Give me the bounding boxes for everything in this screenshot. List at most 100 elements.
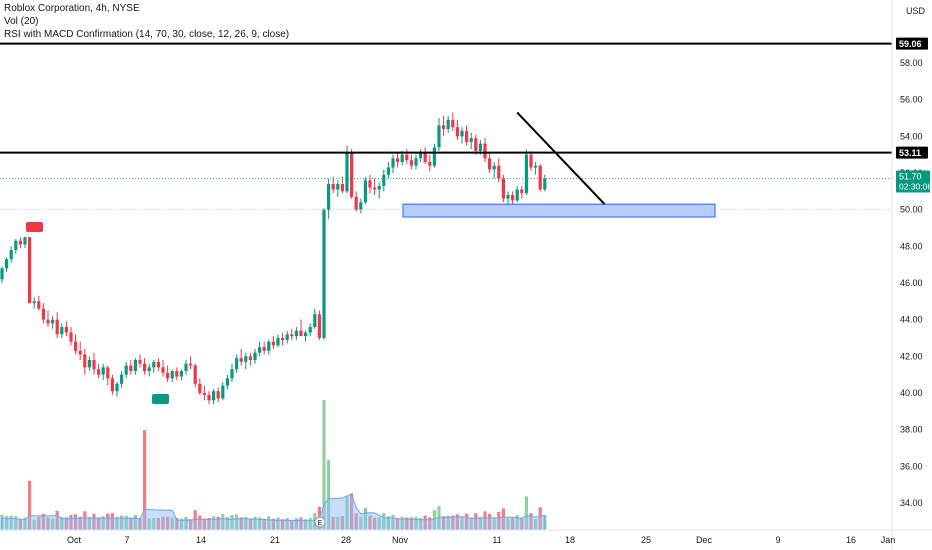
candle-body — [253, 352, 257, 360]
candle-body — [14, 240, 18, 250]
candle-body — [276, 338, 280, 346]
candle-body — [520, 189, 524, 194]
candle-body — [244, 356, 248, 362]
candle-body — [474, 138, 478, 151]
chart-title: Roblox Corporation, 4h, NYSE — [4, 3, 140, 14]
candle-body — [97, 369, 101, 375]
candle-body — [175, 371, 179, 377]
candle-body — [363, 180, 367, 203]
candle-body — [414, 158, 418, 166]
candle-body — [74, 341, 78, 351]
candle-body — [501, 178, 505, 199]
buy-signal-badge — [152, 394, 169, 404]
time-tick-label: 7 — [124, 535, 129, 545]
earnings-marker-label: E — [318, 520, 323, 527]
level-high-tag — [896, 37, 928, 50]
time-tick-label: Dec — [696, 535, 713, 545]
candle-body — [281, 338, 285, 340]
candle-body — [446, 119, 450, 129]
candle-body — [262, 347, 266, 351]
candle-body — [465, 130, 469, 142]
time-tick-label: Nov — [392, 535, 409, 545]
candle-body — [419, 152, 423, 159]
candle-body — [538, 165, 542, 190]
candle-body — [41, 308, 45, 320]
candle-body — [377, 185, 381, 190]
candle-body — [317, 314, 321, 338]
candle-body — [469, 138, 473, 142]
candle-body — [198, 383, 202, 393]
candle-body — [350, 152, 354, 197]
support-zone[interactable] — [402, 203, 716, 218]
candle-body — [405, 154, 409, 161]
candle-body — [110, 378, 114, 392]
time-tick-label: 25 — [641, 535, 651, 545]
candle-body — [18, 240, 22, 245]
candle-body — [64, 327, 68, 333]
candle-body — [133, 360, 137, 371]
candle-body — [336, 184, 340, 190]
volume-bar — [28, 480, 32, 530]
candle-body — [313, 314, 317, 327]
volume-bar — [143, 430, 147, 530]
candle-body — [92, 360, 96, 370]
candle-body — [170, 371, 174, 379]
candle-body — [156, 361, 160, 368]
candle-body — [451, 119, 455, 128]
candle-body — [524, 154, 528, 194]
candle-body — [179, 371, 183, 377]
candle-body — [46, 319, 50, 324]
price-tick-label: 58.00 — [900, 58, 923, 68]
candle-body — [354, 196, 358, 210]
candle-body — [225, 378, 229, 386]
candle-body — [327, 184, 331, 210]
candle-body — [78, 350, 82, 355]
price-tick-label: 36.00 — [900, 461, 923, 471]
candle-body — [455, 127, 459, 137]
candle-body — [51, 319, 55, 324]
candle-body — [483, 143, 487, 159]
last-price-label: 51.70 — [899, 172, 922, 182]
last-price-tag — [896, 170, 930, 193]
candle-body — [248, 356, 252, 360]
candle-body — [488, 158, 492, 170]
candle-body — [331, 184, 335, 190]
trendline[interactable] — [516, 111, 606, 205]
time-tick-label: 14 — [196, 535, 206, 545]
time-tick-label: 11 — [492, 535, 501, 545]
time-tick-label: 9 — [775, 535, 780, 545]
candle-body — [437, 125, 441, 148]
candle-body — [382, 174, 386, 186]
candle-body — [285, 334, 289, 340]
volume-bar — [322, 400, 326, 530]
candle-body — [506, 195, 510, 199]
candle-body — [60, 327, 64, 335]
sell-signal-badge — [26, 222, 43, 232]
candle-body — [9, 250, 13, 260]
candle-body — [534, 165, 538, 168]
candle-body — [497, 165, 501, 179]
price-tick-label: 48.00 — [900, 241, 923, 251]
candle-body — [152, 361, 156, 368]
candle-body — [308, 327, 312, 333]
price-tick-label: 40.00 — [900, 388, 923, 398]
earnings-marker[interactable] — [314, 516, 326, 528]
currency-label: USD — [906, 6, 926, 16]
bar-countdown-label: 02:30:06 — [899, 182, 932, 192]
candle-body — [515, 189, 519, 201]
candle-body — [129, 365, 133, 371]
price-tick-label: 56.00 — [900, 95, 923, 105]
price-tick-label: 46.00 — [900, 278, 923, 288]
indicator-legend: RSI with MACD Confirmation (14, 70, 30, … — [4, 29, 290, 40]
candle-body — [432, 147, 436, 166]
price-tick-label: 54.00 — [900, 131, 923, 141]
candle-body — [409, 160, 413, 166]
candle-body — [0, 268, 4, 280]
candle-body — [460, 130, 464, 137]
candle-body — [239, 358, 243, 362]
candle-body — [193, 365, 197, 384]
time-tick-label: 18 — [565, 535, 575, 545]
time-tick-label: 21 — [270, 535, 280, 545]
time-tick-label: 28 — [341, 535, 351, 545]
